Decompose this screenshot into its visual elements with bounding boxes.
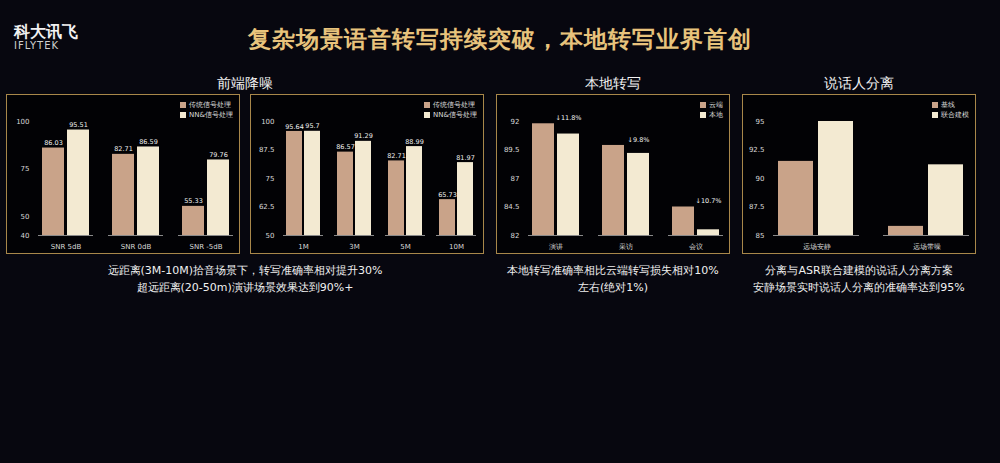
svg-text:95: 95 bbox=[756, 118, 765, 126]
html-text:说话人分离: 说话人分离 bbox=[824, 75, 894, 91]
html-text:云端: 云端 bbox=[709, 101, 723, 109]
html-text:超远距离(20-50m)演讲场景效果达到90%+: 超远距离(20-50m)演讲场景效果达到90%+ bbox=[136, 281, 354, 294]
svg-text:SNR 0dB: SNR 0dB bbox=[121, 243, 152, 251]
svg-text:↓9.8%: ↓9.8% bbox=[628, 136, 650, 144]
svg-text:89.5: 89.5 bbox=[504, 146, 520, 154]
svg-text:82: 82 bbox=[511, 232, 520, 240]
svg-text:85: 85 bbox=[756, 232, 765, 240]
svg-text:87: 87 bbox=[511, 175, 520, 183]
html-text:传统信号处理: 传统信号处理 bbox=[189, 101, 232, 109]
svg-text:95.64: 95.64 bbox=[285, 123, 304, 131]
svg-text:↓10.7%: ↓10.7% bbox=[695, 197, 721, 205]
svg-text:86.57: 86.57 bbox=[336, 143, 355, 151]
svg-text:79.76: 79.76 bbox=[209, 151, 228, 159]
svg-text:75: 75 bbox=[266, 175, 275, 183]
svg-text:86.03: 86.03 bbox=[44, 139, 63, 147]
svg-text:远场安静: 远场安静 bbox=[803, 243, 831, 251]
svg-text:SNR -5dB: SNR -5dB bbox=[190, 243, 223, 251]
svg-text:40: 40 bbox=[21, 232, 30, 240]
svg-text:65.73: 65.73 bbox=[438, 191, 457, 199]
html-text:基线: 基线 bbox=[941, 101, 955, 109]
svg-text:10M: 10M bbox=[449, 243, 464, 251]
html-text:IFLYTEK: IFLYTEK bbox=[14, 39, 59, 51]
svg-text:92.5: 92.5 bbox=[749, 146, 765, 154]
svg-text:1M: 1M bbox=[298, 243, 309, 251]
svg-text:82.71: 82.71 bbox=[114, 145, 133, 153]
html-text:分离与ASR联合建模的说话人分离方案: 分离与ASR联合建模的说话人分离方案 bbox=[765, 264, 953, 277]
svg-text:55.33: 55.33 bbox=[184, 197, 203, 205]
svg-text:95.51: 95.51 bbox=[69, 121, 88, 129]
html-text:安静场景实时说话人分离的准确率达到95%: 安静场景实时说话人分离的准确率达到95% bbox=[753, 281, 965, 294]
svg-text:86.59: 86.59 bbox=[139, 138, 158, 146]
svg-text:84.5: 84.5 bbox=[504, 203, 520, 211]
svg-text:91.29: 91.29 bbox=[354, 132, 373, 140]
html-text:NN&信号处理: NN&信号处理 bbox=[433, 111, 477, 119]
svg-text:87.5: 87.5 bbox=[749, 203, 765, 211]
html-text:NN&信号处理: NN&信号处理 bbox=[189, 111, 233, 119]
svg-text:100: 100 bbox=[16, 118, 29, 126]
html-text:左右(绝对1%): 左右(绝对1%) bbox=[578, 281, 648, 294]
svg-text:↓11.8%: ↓11.8% bbox=[555, 114, 581, 122]
html-text:传统信号处理: 传统信号处理 bbox=[433, 101, 476, 109]
svg-text:88.99: 88.99 bbox=[405, 138, 424, 146]
svg-text:SNR 5dB: SNR 5dB bbox=[51, 243, 82, 251]
svg-text:87.5: 87.5 bbox=[259, 146, 275, 154]
html-text:本地转写: 本地转写 bbox=[585, 75, 641, 91]
svg-text:90: 90 bbox=[756, 175, 765, 183]
svg-text:75: 75 bbox=[21, 165, 30, 173]
svg-text:采访: 采访 bbox=[619, 243, 633, 251]
html-text:远距离(3M-10M)拾音场景下，转写准确率相对提升30%: 远距离(3M-10M)拾音场景下，转写准确率相对提升30% bbox=[107, 264, 383, 277]
svg-text:100: 100 bbox=[261, 118, 274, 126]
svg-text:演讲: 演讲 bbox=[549, 243, 563, 251]
svg-text:95.7: 95.7 bbox=[305, 122, 319, 130]
html-text:复杂场景语音转写持续突破，本地转写业界首创: 复杂场景语音转写持续突破，本地转写业界首创 bbox=[248, 26, 752, 52]
svg-text:5M: 5M bbox=[400, 243, 411, 251]
svg-text:82.71: 82.71 bbox=[387, 152, 406, 160]
svg-text:3M: 3M bbox=[349, 243, 360, 251]
html-text:联合建模: 联合建模 bbox=[941, 111, 969, 119]
svg-text:会议: 会议 bbox=[689, 243, 703, 251]
svg-text:92: 92 bbox=[511, 118, 520, 126]
html-text:本地转写准确率相比云端转写损失相对10%: 本地转写准确率相比云端转写损失相对10% bbox=[507, 264, 719, 277]
svg-text:62.5: 62.5 bbox=[259, 203, 275, 211]
svg-text:远场带噪: 远场带噪 bbox=[913, 243, 941, 251]
html-text:本地: 本地 bbox=[709, 111, 723, 119]
svg-text:50: 50 bbox=[21, 213, 30, 221]
html-text:前端降噪: 前端降噪 bbox=[217, 75, 273, 91]
svg-text:50: 50 bbox=[266, 232, 275, 240]
html-text:科大讯飞: 科大讯飞 bbox=[14, 22, 78, 41]
svg-text:81.97: 81.97 bbox=[456, 154, 475, 162]
